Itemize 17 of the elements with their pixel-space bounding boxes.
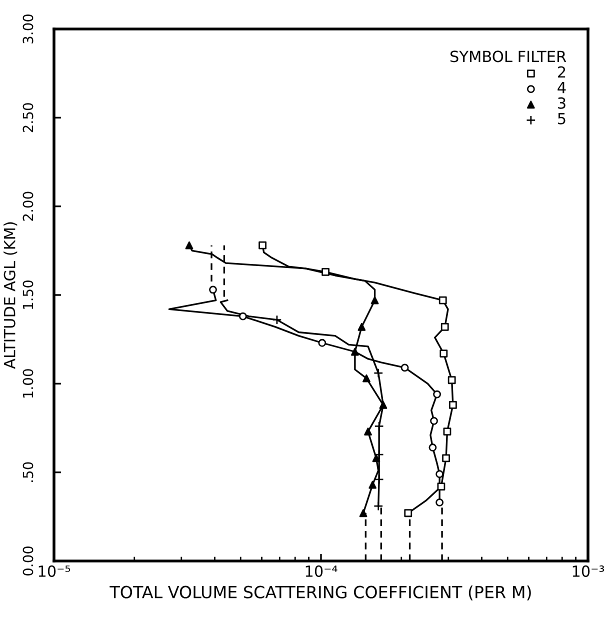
y-tick-label: 0.00 [22,546,34,576]
legend-label: 2 [558,66,566,78]
y-axis-title: ALTITUDE AGL (KM) [4,222,18,369]
y-tick-label: 1.00 [22,369,34,398]
legend-label: 4 [558,82,566,94]
y-tick-label: 3.00 [22,14,34,44]
x-tick-label: 10⁻⁴ [306,565,338,577]
legend-label: 3 [558,97,566,109]
x-tick-label: 10⁻³ [572,565,604,577]
legend-label: 5 [558,113,566,124]
y-tick-label: 2.50 [22,103,34,132]
y-tick-label: 2.00 [22,192,34,221]
x-axis-title: TOTAL VOLUME SCATTERING COEFFICIENT (PER M) [110,586,531,600]
y-tick-label: 1.50 [22,280,34,309]
y-tick-label: .50 [22,462,34,482]
legend-title: SYMBOL FILTER [450,50,566,62]
x-tick-label: 10⁻⁵ [38,565,70,577]
